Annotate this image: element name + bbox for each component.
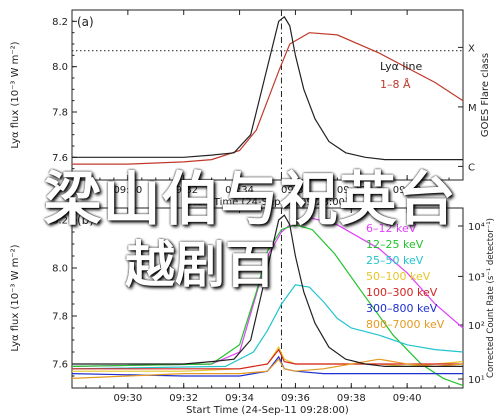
legend-entry: Lyα line <box>380 60 422 73</box>
x-tick-label: 09:32 <box>169 185 198 196</box>
x-tick-label: 09:36 <box>281 185 310 196</box>
right-tick-label: C <box>468 162 475 173</box>
right-tick-label: 10² <box>468 321 485 332</box>
y-tick-label: 7.8 <box>52 312 68 323</box>
y-tick-label: 8.0 <box>52 62 68 73</box>
y-tick-label: 8.2 <box>52 17 68 28</box>
legend-entry: 300–800 keV <box>366 302 438 315</box>
series-line <box>71 224 464 387</box>
legend-entry: 800–7000 keV <box>366 318 445 331</box>
y-tick-label: 8.2 <box>52 216 68 227</box>
y-tick-label: 8.0 <box>52 264 68 275</box>
x-tick-label: 09:30 <box>113 185 142 196</box>
y-axis-label-right: Corrected Count Rate (s⁻¹ detector⁻¹) <box>486 218 496 378</box>
series-line <box>72 32 464 165</box>
overlay-title-line1: 梁山伯与祝英台 <box>43 165 457 233</box>
y-axis-label-left: Lyα flux (10⁻³ W m⁻²) <box>10 41 21 148</box>
legend-entry: 50–100 keV <box>366 270 431 283</box>
x-tick-label: 09:38 <box>337 393 366 404</box>
x-tick-label: 09:32 <box>169 393 198 404</box>
series-line <box>72 15 463 161</box>
x-tick-label: 09:30 <box>113 393 142 404</box>
series-line <box>71 284 464 370</box>
x-axis-label: Start Time (24-Sep-11 09:28:00) <box>186 197 349 208</box>
overlay-title-line2: 越剧百 <box>125 236 275 294</box>
series-line <box>71 358 464 379</box>
x-tick-label: 09:34 <box>225 185 254 196</box>
panel-tag: (b) <box>77 213 94 227</box>
y-axis-label-right: GOES Flare class <box>480 53 491 137</box>
right-tick-label: 10⁴ <box>468 222 485 233</box>
x-tick-label: 09:34 <box>225 393 254 404</box>
y-tick-label: 7.6 <box>52 360 68 371</box>
x-tick-label: 09:40 <box>393 393 422 404</box>
legend-entry: 1–8 Å <box>380 78 411 91</box>
right-tick-label: 10¹ <box>468 375 485 386</box>
y-axis-label-left: Lyα flux (10⁻³ W m⁻²) <box>10 244 21 351</box>
legend-entry: 25–50 keV <box>366 254 424 267</box>
right-tick-label: M <box>468 103 477 114</box>
y-tick-label: 7.8 <box>52 108 68 119</box>
x-tick-label: 09:40 <box>393 185 422 196</box>
x-tick-label: 09:38 <box>337 185 366 196</box>
legend-entry: 12–25 keV <box>366 238 424 251</box>
x-axis-label: Start Time (24-Sep-11 09:28:00) <box>186 405 349 416</box>
right-tick-label: X <box>468 43 475 54</box>
x-tick-label: 09:36 <box>281 393 310 404</box>
panel-tag: (a) <box>77 15 94 29</box>
right-tick-label: 10³ <box>468 272 485 283</box>
y-tick-label: 7.6 <box>52 153 68 164</box>
series-line <box>72 214 463 367</box>
legend-entry: 100–300 keV <box>366 286 438 299</box>
legend-entry: 6–12 keV <box>366 222 417 235</box>
